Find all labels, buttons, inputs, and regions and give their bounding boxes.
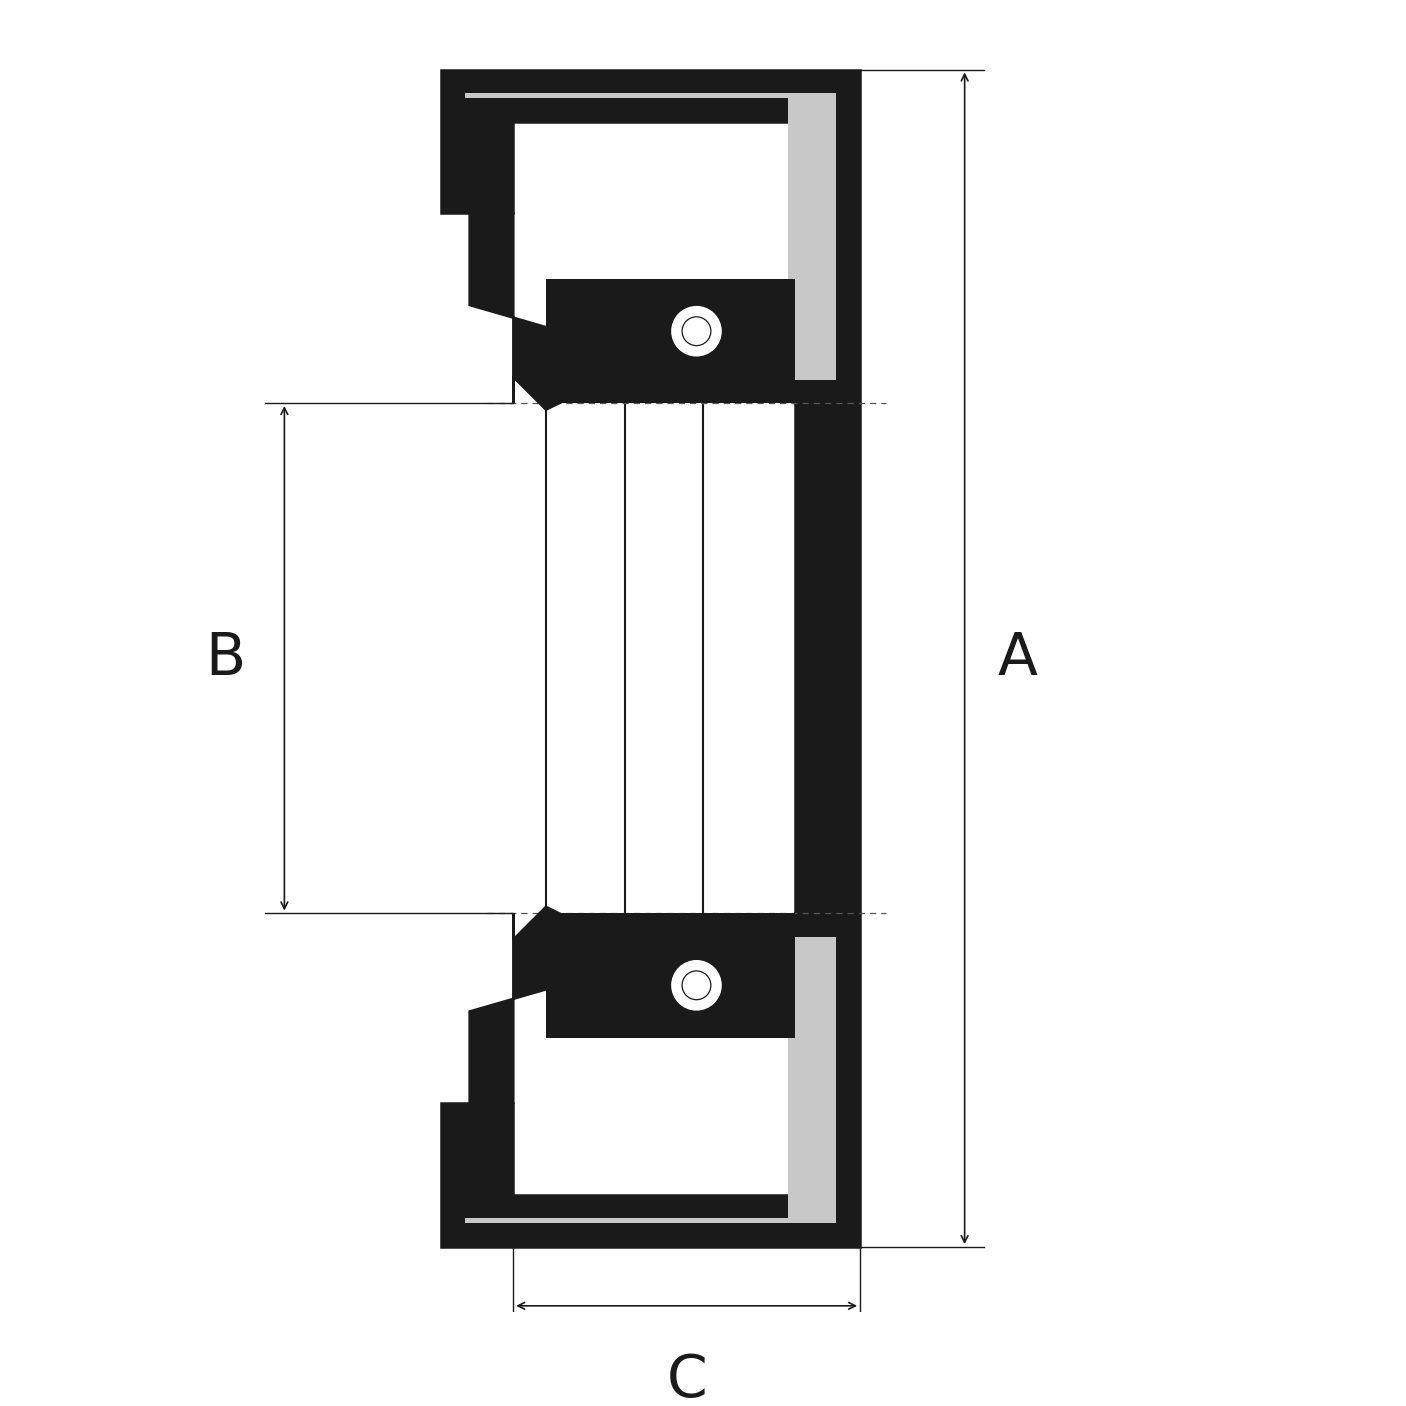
Polygon shape xyxy=(546,914,794,1038)
Text: C: C xyxy=(666,1351,707,1406)
Polygon shape xyxy=(465,93,837,380)
Polygon shape xyxy=(794,404,860,914)
Circle shape xyxy=(655,943,738,1028)
Text: A: A xyxy=(997,630,1038,686)
Polygon shape xyxy=(546,278,794,404)
Polygon shape xyxy=(513,404,794,914)
Circle shape xyxy=(682,316,711,346)
Circle shape xyxy=(655,290,738,373)
Circle shape xyxy=(671,305,723,357)
Polygon shape xyxy=(441,69,860,404)
Text: B: B xyxy=(205,630,245,686)
Polygon shape xyxy=(441,914,860,1247)
Circle shape xyxy=(671,959,723,1011)
Polygon shape xyxy=(470,214,651,409)
Polygon shape xyxy=(470,907,651,1104)
Circle shape xyxy=(682,972,711,1000)
Polygon shape xyxy=(465,936,837,1223)
